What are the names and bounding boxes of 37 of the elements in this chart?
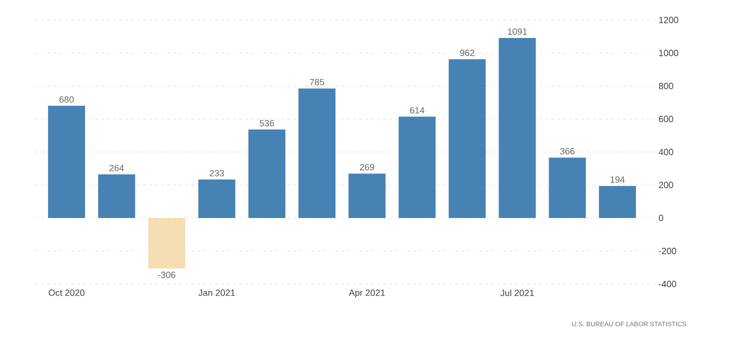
x-tick-label: Apr 2021 [348, 290, 385, 298]
data-label: 264 [110, 164, 124, 172]
data-label: 1091 [508, 28, 527, 35]
data-label: -306 [158, 272, 176, 278]
bar [48, 106, 86, 218]
data-label: 269 [360, 164, 374, 170]
y-tick-label: -200 [658, 248, 676, 254]
y-tick-label: -400 [658, 280, 676, 288]
bar [348, 174, 386, 218]
bar [198, 180, 236, 218]
data-label: 194 [610, 176, 625, 183]
y-tick-label: 1200 [659, 16, 678, 24]
data-label: 366 [560, 148, 574, 154]
y-tick-label: 0 [658, 214, 664, 222]
data-label: 614 [410, 107, 424, 114]
y-tick-label: 600 [658, 116, 674, 122]
data-label: 233 [210, 170, 224, 176]
x-tick-label: Jan 2021 [198, 290, 235, 296]
bar [498, 38, 536, 218]
bar [298, 88, 336, 218]
bar [248, 130, 286, 218]
bar [148, 218, 186, 268]
x-tick-label: Oct 2020 [48, 290, 84, 296]
data-label: 680 [60, 96, 74, 103]
data-label: 785 [310, 78, 324, 86]
bar [398, 116, 436, 218]
bar [548, 158, 586, 218]
y-tick-label: 200 [658, 182, 674, 188]
x-tick-label: Jul 2021 [500, 290, 534, 296]
data-label: 962 [460, 50, 474, 56]
y-tick-label: 800 [658, 82, 674, 90]
bar [598, 186, 636, 218]
data-label: 536 [260, 120, 274, 126]
bar [98, 174, 136, 218]
bar [448, 59, 486, 218]
y-tick-label: 1000 [659, 50, 678, 56]
y-tick-label: 400 [658, 148, 674, 156]
